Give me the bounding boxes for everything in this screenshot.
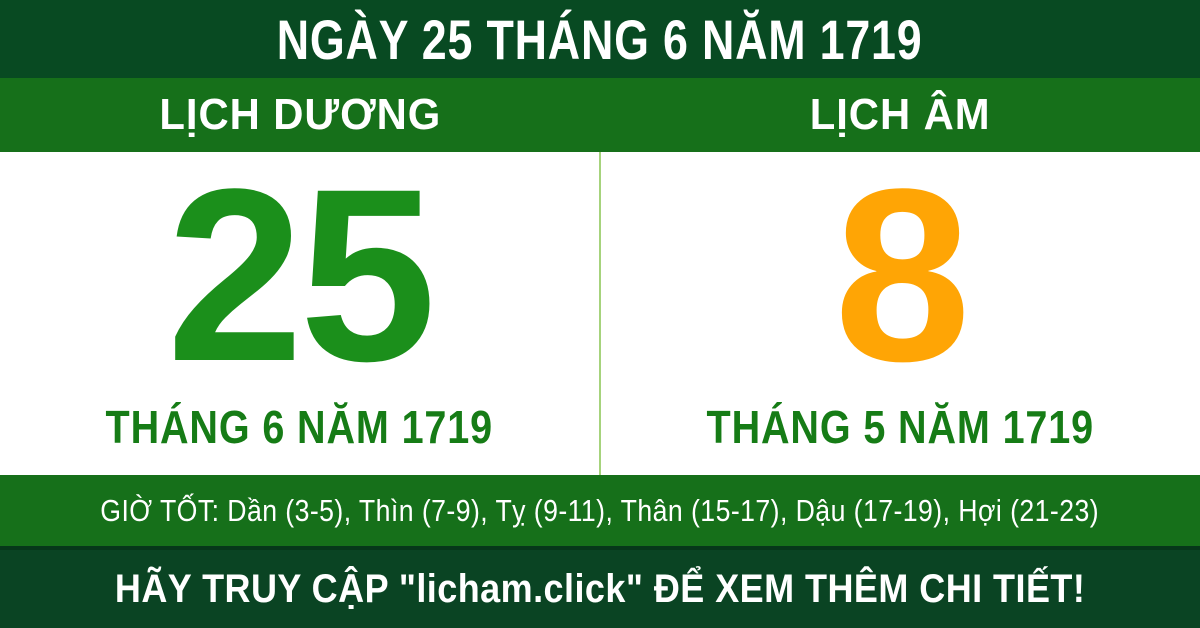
solar-header-label: LỊCH DƯƠNG	[159, 90, 441, 139]
lunar-day-number: 8	[834, 137, 971, 413]
lunar-month-year: THÁNG 5 NĂM 1719	[706, 401, 1095, 453]
good-hours-text: GIỜ TỐT: Dần (3-5), Thìn (7-9), Tỵ (9-11…	[100, 492, 1100, 528]
solar-panel: 25 THÁNG 6 NĂM 1719	[0, 137, 599, 475]
solar-header: LỊCH DƯƠNG	[0, 78, 600, 152]
calendar-body: 25 THÁNG 6 NĂM 1719 8 THÁNG 5 NĂM 1719	[0, 137, 1200, 475]
footer-call-to-action: HÃY TRUY CẬP "licham.click" ĐỂ XEM THÊM …	[114, 566, 1086, 611]
solar-day-number: 25	[166, 137, 437, 413]
date-banner-title: NGÀY 25 THÁNG 6 NĂM 1719	[277, 7, 923, 71]
panel-divider	[599, 152, 601, 475]
good-hours-bar: GIỜ TỐT: Dần (3-5), Thìn (7-9), Tỵ (9-11…	[0, 475, 1200, 546]
footer-banner: HÃY TRUY CẬP "licham.click" ĐỂ XEM THÊM …	[0, 546, 1200, 628]
lunar-header: LỊCH ÂM	[600, 78, 1200, 152]
solar-month-year: THÁNG 6 NĂM 1719	[105, 401, 494, 453]
date-banner: NGÀY 25 THÁNG 6 NĂM 1719	[0, 0, 1200, 78]
calendar-type-header: LỊCH DƯƠNG LỊCH ÂM	[0, 78, 1200, 152]
lunar-header-label: LỊCH ÂM	[809, 90, 991, 139]
lunar-panel: 8 THÁNG 5 NĂM 1719	[601, 137, 1200, 475]
